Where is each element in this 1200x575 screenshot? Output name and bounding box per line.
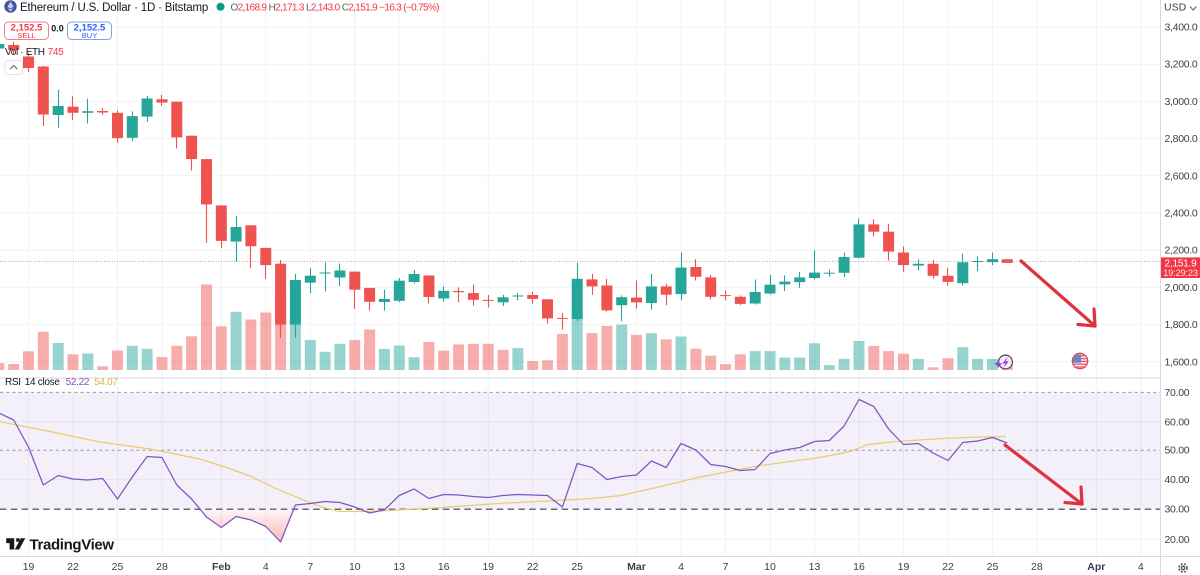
svg-text:BUY: BUY [82, 31, 97, 40]
svg-text:60.00: 60.00 [1165, 416, 1190, 428]
svg-text:4: 4 [263, 561, 269, 573]
svg-text:7: 7 [723, 561, 729, 573]
svg-text:16: 16 [853, 561, 865, 573]
svg-text:30.00: 30.00 [1165, 504, 1190, 516]
svg-text:22: 22 [67, 561, 79, 573]
svg-text:2,200.0: 2,200.0 [1165, 245, 1198, 257]
svg-text:Feb: Feb [212, 561, 231, 573]
svg-text:4: 4 [1138, 561, 1144, 573]
svg-text:25: 25 [571, 561, 583, 573]
svg-text:Mar: Mar [627, 561, 646, 573]
svg-text:2,800.0: 2,800.0 [1165, 133, 1198, 145]
svg-text:3,400.0: 3,400.0 [1165, 22, 1198, 34]
svg-text:0.0: 0.0 [51, 24, 64, 34]
svg-text:28: 28 [1031, 561, 1043, 573]
svg-text:19:29:23: 19:29:23 [1163, 268, 1198, 278]
svg-text:TradingView: TradingView [30, 537, 115, 554]
svg-text:1,800.0: 1,800.0 [1165, 319, 1198, 331]
svg-text:USD: USD [1164, 2, 1187, 14]
svg-text:22: 22 [527, 561, 539, 573]
svg-text:1,600.0: 1,600.0 [1165, 356, 1198, 368]
svg-text:25: 25 [987, 561, 999, 573]
svg-text:SELL: SELL [17, 31, 35, 40]
svg-text:19: 19 [898, 561, 910, 573]
svg-text:7: 7 [307, 561, 313, 573]
svg-text:13: 13 [809, 561, 821, 573]
svg-text:10: 10 [349, 561, 361, 573]
svg-text:2,000.0: 2,000.0 [1165, 282, 1198, 294]
svg-text:19: 19 [23, 561, 35, 573]
svg-text:10: 10 [764, 561, 776, 573]
svg-text:16: 16 [438, 561, 450, 573]
svg-text:O2,168.9 H2,171.3 L2,143.0 C2,: O2,168.9 H2,171.3 L2,143.0 C2,151.9 −16.… [231, 3, 440, 14]
svg-text:20.00: 20.00 [1165, 534, 1190, 546]
svg-text:2,600.0: 2,600.0 [1165, 170, 1198, 182]
svg-text:50.00: 50.00 [1165, 445, 1190, 457]
svg-text:2,152.5: 2,152.5 [11, 23, 43, 34]
svg-text:2,400.0: 2,400.0 [1165, 208, 1198, 220]
svg-text:2,152.5: 2,152.5 [74, 23, 106, 34]
svg-text:2,151.9: 2,151.9 [1165, 258, 1198, 269]
svg-text:19: 19 [482, 561, 494, 573]
svg-text:40.00: 40.00 [1165, 474, 1190, 486]
svg-text:4: 4 [678, 561, 684, 573]
svg-text:Ethereum / U.S. Dollar · 1D ·: Ethereum / U.S. Dollar · 1D · Bitstamp [20, 2, 208, 14]
svg-text:70.00: 70.00 [1165, 387, 1190, 399]
svg-text:3,000.0: 3,000.0 [1165, 96, 1198, 108]
svg-text:22: 22 [942, 561, 954, 573]
svg-text:28: 28 [156, 561, 168, 573]
svg-text:13: 13 [393, 561, 405, 573]
svg-text:Apr: Apr [1087, 561, 1105, 573]
svg-text:3,200.0: 3,200.0 [1165, 59, 1198, 71]
svg-text:25: 25 [112, 561, 124, 573]
